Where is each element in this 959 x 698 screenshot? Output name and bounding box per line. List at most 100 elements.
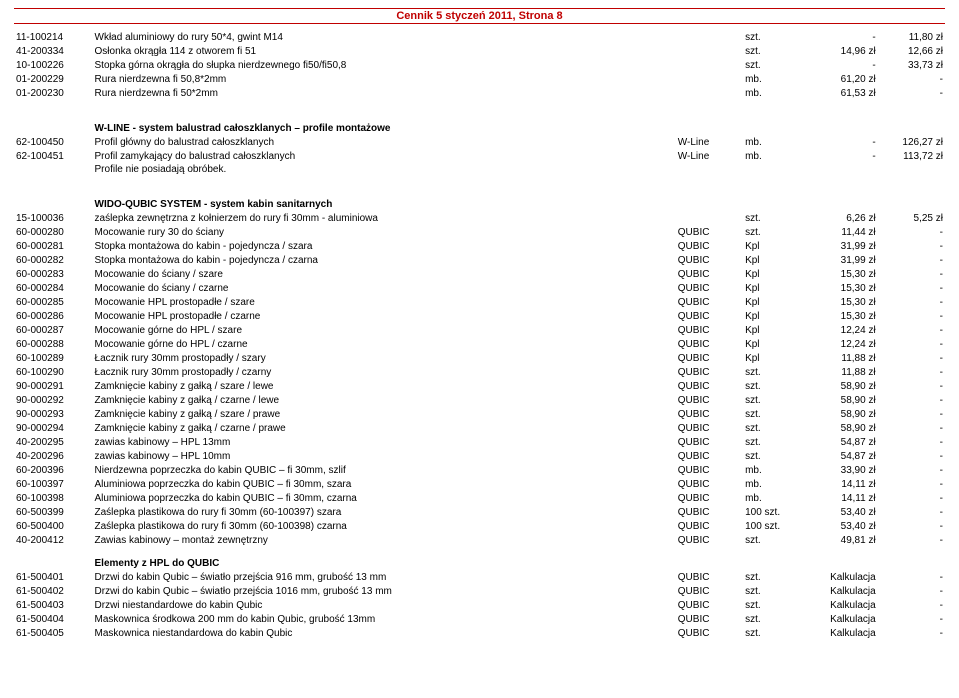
brand-cell: QUBIC <box>676 492 743 506</box>
desc-cell: Mocowanie do ściany / czarne <box>93 282 676 296</box>
table-row: 90-000293Zamknięcie kabiny z gałką / sza… <box>14 408 945 422</box>
desc-cell: Mocowanie HPL prostopadłe / szare <box>93 296 676 310</box>
unit-cell: szt. <box>743 212 799 226</box>
table-row: 90-000291Zamknięcie kabiny z gałką / sza… <box>14 380 945 394</box>
desc-cell: Zamknięcie kabiny z gałką / czarne / pra… <box>93 422 676 436</box>
unit-cell: szt. <box>743 584 799 598</box>
table-row: 01-200230Rura nierdzewna fi 50*2mmmb.61,… <box>14 86 945 100</box>
brand-cell: QUBIC <box>676 240 743 254</box>
code-cell: 40-200412 <box>14 534 93 548</box>
code-cell: 60-100398 <box>14 492 93 506</box>
code-cell: 61-500402 <box>14 584 93 598</box>
desc-cell: zawias kabinowy – HPL 10mm <box>93 450 676 464</box>
brand-cell: QUBIC <box>676 380 743 394</box>
price1-cell: 33,90 zł <box>799 464 878 478</box>
code-cell: 90-000292 <box>14 394 93 408</box>
brand-cell: QUBIC <box>676 268 743 282</box>
table-row: 62-100450Profil główny do balustrad cało… <box>14 136 945 150</box>
price1-cell: 14,11 zł <box>799 478 878 492</box>
table-row: 15-100036zaślepka zewnętrzna z kołnierze… <box>14 212 945 226</box>
price1-cell: 15,30 zł <box>799 310 878 324</box>
desc-cell: Aluminiowa poprzeczka do kabin QUBIC – f… <box>93 492 676 506</box>
price2-cell: - <box>878 534 945 548</box>
price1-cell: 61,20 zł <box>799 72 878 86</box>
price2-cell: - <box>878 478 945 492</box>
desc-cell: Wkład aluminiowy do rury 50*4, gwint M14 <box>93 30 676 44</box>
table-row: 41-200334Osłonka okrągła 114 z otworem f… <box>14 44 945 58</box>
unit-cell: szt. <box>743 226 799 240</box>
desc-cell: Osłonka okrągła 114 z otworem fi 51 <box>93 44 676 58</box>
unit-cell: szt. <box>743 450 799 464</box>
price1-cell: 53,40 zł <box>799 520 878 534</box>
price1-cell: 53,40 zł <box>799 506 878 520</box>
unit-cell: Kpl <box>743 282 799 296</box>
price2-cell: 12,66 zł <box>878 44 945 58</box>
code-cell: 60-500399 <box>14 506 93 520</box>
price1-cell: 49,81 zł <box>799 534 878 548</box>
code-cell: 62-100450 <box>14 136 93 150</box>
unit-cell: Kpl <box>743 338 799 352</box>
brand-cell: QUBIC <box>676 408 743 422</box>
price1-cell: 54,87 zł <box>799 450 878 464</box>
unit-cell: Kpl <box>743 240 799 254</box>
unit-cell: mb. <box>743 464 799 478</box>
price1-cell: 58,90 zł <box>799 422 878 436</box>
price1-cell: 12,24 zł <box>799 324 878 338</box>
desc-cell: Zamknięcie kabiny z gałką / szare / praw… <box>93 408 676 422</box>
price1-cell: 14,11 zł <box>799 492 878 506</box>
table-row: 90-000294Zamknięcie kabiny z gałką / cza… <box>14 422 945 436</box>
code-cell: 60-000284 <box>14 282 93 296</box>
brand-cell: QUBIC <box>676 352 743 366</box>
unit-cell: Kpl <box>743 254 799 268</box>
table-row: 60-100290Łacznik rury 30mm prostopadły /… <box>14 366 945 380</box>
price2-cell: - <box>878 240 945 254</box>
unit-cell: szt. <box>743 44 799 58</box>
code-cell: 01-200229 <box>14 72 93 86</box>
unit-cell: szt. <box>743 436 799 450</box>
desc-cell: Drzwi do kabin Qubic – światło przejścia… <box>93 570 676 584</box>
price1-cell: 58,90 zł <box>799 408 878 422</box>
desc-cell: Mocowanie rury 30 do ściany <box>93 226 676 240</box>
unit-cell: mb. <box>743 136 799 150</box>
table-row: 60-000281Stopka montażowa do kabin - poj… <box>14 240 945 254</box>
price2-cell: - <box>878 86 945 100</box>
desc-cell: Mocowanie górne do HPL / szare <box>93 324 676 338</box>
brand-cell: QUBIC <box>676 450 743 464</box>
unit-cell: Kpl <box>743 310 799 324</box>
brand-cell: QUBIC <box>676 520 743 534</box>
table-row: 01-200229Rura nierdzewna fi 50,8*2mmmb.6… <box>14 72 945 86</box>
price2-cell: 11,80 zł <box>878 30 945 44</box>
price1-cell: 15,30 zł <box>799 296 878 310</box>
section-title: W-LINE - system balustrad całoszklanych … <box>93 113 945 136</box>
price2-cell: - <box>878 338 945 352</box>
table-row: 61-500401Drzwi do kabin Qubic – światło … <box>14 570 945 584</box>
table-row: 60-100289Łacznik rury 30mm prostopadły /… <box>14 352 945 366</box>
price2-cell: - <box>878 598 945 612</box>
price2-cell: - <box>878 254 945 268</box>
table-row: 90-000292Zamknięcie kabiny z gałką / cza… <box>14 394 945 408</box>
price2-cell: 5,25 zł <box>878 212 945 226</box>
code-cell: 60-500400 <box>14 520 93 534</box>
price1-cell: 12,24 zł <box>799 338 878 352</box>
brand-cell: QUBIC <box>676 422 743 436</box>
brand-cell: QUBIC <box>676 282 743 296</box>
price1-cell: 54,87 zł <box>799 436 878 450</box>
code-cell: 11-100214 <box>14 30 93 44</box>
table-row: 40-200295zawias kabinowy – HPL 13mmQUBIC… <box>14 436 945 450</box>
code-cell: 60-000282 <box>14 254 93 268</box>
price2-cell: - <box>878 612 945 626</box>
code-cell: 40-200295 <box>14 436 93 450</box>
unit-cell: mb. <box>743 150 799 164</box>
desc-cell: Mocowanie górne do HPL / czarne <box>93 338 676 352</box>
desc-cell: Zamknięcie kabiny z gałką / czarne / lew… <box>93 394 676 408</box>
desc-cell: Zawias kabinowy – montaż zewnętrzny <box>93 534 676 548</box>
unit-cell: szt. <box>743 380 799 394</box>
code-cell: 60-000285 <box>14 296 93 310</box>
price2-cell: 33,73 zł <box>878 58 945 72</box>
price2-cell: - <box>878 464 945 478</box>
code-cell: 60-000280 <box>14 226 93 240</box>
unit-cell: mb. <box>743 72 799 86</box>
brand-cell: QUBIC <box>676 534 743 548</box>
unit-cell: szt. <box>743 534 799 548</box>
unit-cell: szt. <box>743 626 799 640</box>
